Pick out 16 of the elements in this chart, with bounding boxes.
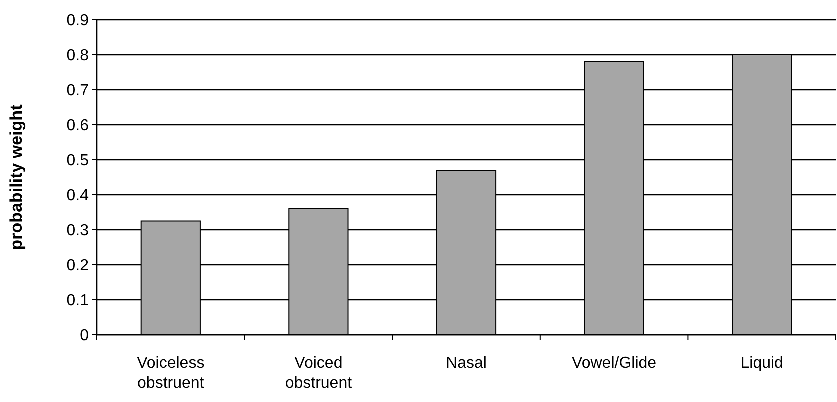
y-tick-label: 0.2 bbox=[66, 258, 90, 275]
x-tick-label: Voiceless obstruent bbox=[137, 355, 205, 392]
y-tick-label: 0.4 bbox=[66, 188, 90, 205]
y-tick-label: 0.6 bbox=[66, 118, 90, 135]
y-tick-label: 0.7 bbox=[66, 82, 90, 100]
y-tick-label: 0.3 bbox=[66, 222, 90, 240]
y-axis-title: probability weight bbox=[7, 104, 26, 250]
y-tick-label: 0 bbox=[80, 328, 90, 345]
y-tick-label: 0.9 bbox=[66, 12, 90, 30]
x-tick-label: Vowel/Glide bbox=[572, 355, 657, 372]
y-tick-label: 0.1 bbox=[66, 292, 90, 310]
y-tick-label: 0.8 bbox=[66, 48, 90, 65]
x-tick-label: Voiced obstruent bbox=[285, 355, 353, 392]
y-tick-label: 0.5 bbox=[66, 152, 90, 170]
x-tick-label: Liquid bbox=[740, 355, 784, 372]
x-tick-label: Nasal bbox=[446, 355, 487, 372]
